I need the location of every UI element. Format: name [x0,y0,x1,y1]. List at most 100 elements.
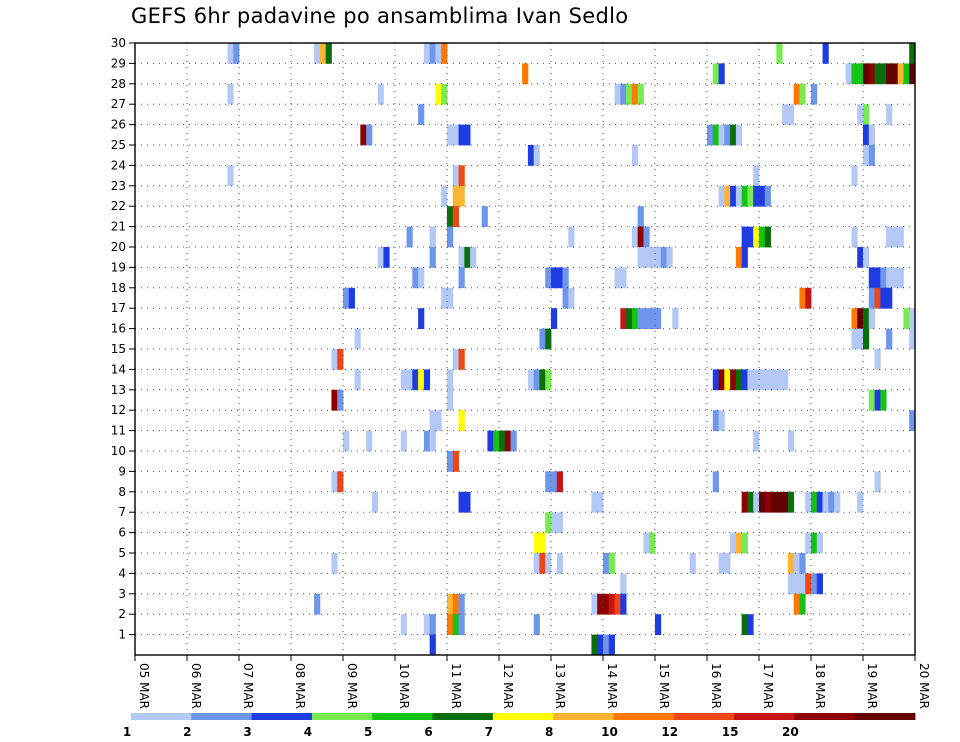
heatmap-cell [857,63,864,85]
heatmap-cell [533,532,540,554]
heatmap-cell [834,491,841,513]
heatmap-cell [730,124,737,146]
x-axis: 05 MAR 06 MAR 07 MAR 08 MAR 09 MAR 10 MAR 11 M… [134,655,931,709]
heatmap-cell [458,491,465,513]
heatmap-cell [787,430,795,452]
heatmap-cell [429,247,436,268]
heatmap-cell [626,308,633,329]
heatmap-cell [556,267,563,289]
heatmap-cell [551,308,558,329]
heatmap-cell [897,226,904,248]
heatmap-cell [868,63,875,85]
x-tick-label: 09 MAR [345,663,359,709]
heatmap-cell [631,145,639,166]
heatmap-cell [741,247,748,268]
heatmap-cell [533,145,540,166]
heatmap-cell [724,369,731,391]
heatmap-cell [458,124,465,146]
y-tick-label: 7 [118,505,126,519]
heatmap-cell [631,308,639,329]
heatmap-cell [787,104,795,125]
heatmap-cell [343,430,350,452]
heatmap-cell [360,124,367,146]
heatmap-cell [863,145,870,166]
heatmap-cell [441,43,448,64]
heatmap-cell [447,389,454,411]
heatmap-cell [620,267,627,289]
heatmap-cell [660,247,667,268]
x-tick-label: 06 MAR [189,663,203,709]
heatmap-cell [735,532,743,554]
heatmap-cell [863,247,870,268]
y-tick-label: 3 [118,587,126,601]
heatmap-cell [458,165,465,187]
heatmap-cell [828,491,835,513]
colorbar-tick-label: 2 [183,725,191,739]
colorbar-segment [251,713,313,720]
heatmap-cell [799,287,806,309]
heatmap-cell [452,349,459,370]
heatmap-cell [909,410,916,431]
heatmap-cell [886,226,893,248]
heatmap-cell [811,83,818,105]
heatmap-cell [874,63,881,85]
heatmap-cell [412,369,419,391]
heatmap-cell [458,247,465,268]
heatmap-cell [753,369,760,391]
x-tick-label: 13 MAR [553,663,567,709]
heatmap-cell [753,430,760,452]
heatmap-cell [631,83,639,105]
heatmap-cell [649,308,656,329]
x-tick-label: 07 MAR [241,663,255,709]
heatmap-cell [533,369,540,391]
y-tick-label: 25 [111,138,126,152]
y-tick-label: 23 [111,179,126,193]
heatmap-cell [863,308,870,329]
heatmap-cell [452,593,459,615]
heatmap-cell [805,491,812,513]
heatmap-cell [418,369,425,391]
heatmap-cell [776,491,783,513]
y-tick-label: 24 [111,158,126,172]
colorbar-tick-label: 5 [364,725,372,739]
colorbar-tick-label: 3 [243,725,251,739]
colorbar-segment [553,713,614,720]
heatmap-cell [724,124,731,146]
heatmap-cell [799,573,806,595]
heatmap-cell [868,389,875,411]
x-tick-label: 19 MAR [865,663,879,709]
x-tick-label: 15 MAR [657,663,671,709]
heatmap-cell [874,471,881,493]
heatmap-cell [747,185,754,207]
colorbar-segment [854,713,916,720]
heatmap-cell [614,267,621,289]
heatmap-cell [620,573,627,595]
heatmap-cell [447,124,454,146]
heatmap-cell [331,349,338,370]
heatmap-cells [227,43,916,656]
heatmap-cell [863,124,870,146]
heatmap-cell [689,553,696,574]
heatmap-cell [603,593,610,615]
heatmap-cell [712,471,719,493]
heatmap-cell [730,532,737,554]
heatmap-cell [314,43,321,64]
heatmap-cell [718,185,725,207]
heatmap-cell [880,287,887,309]
y-tick-label: 8 [118,485,126,499]
colorbar-segment [191,713,253,720]
y-tick-label: 29 [111,56,126,70]
heatmap-cell [822,491,829,513]
heatmap-cell [874,287,881,309]
x-tick-label: 11 MAR [449,663,463,709]
x-tick-label: 16 MAR [709,663,723,709]
heatmap-cell [556,512,563,533]
heatmap-cell [499,430,506,452]
colorbar-tick-label: 7 [485,725,493,739]
y-tick-label: 6 [118,526,126,540]
heatmap-cell [718,63,725,85]
heatmap-cell [764,369,771,391]
heatmap-cell [435,43,442,64]
heatmap-cell [863,63,870,85]
y-tick-label: 11 [111,424,126,438]
